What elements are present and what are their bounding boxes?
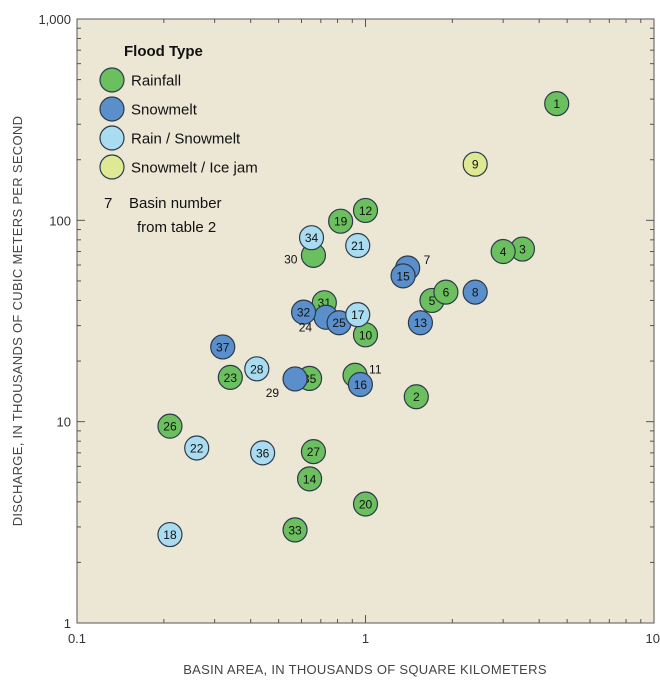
legend-items: Rainfall Snowmelt Rain / Snowmelt Snowmelt …	[99, 67, 258, 180]
marker-22	[184, 435, 210, 461]
marker-outer-label-24: 24	[299, 320, 313, 334]
marker-label-19: 19	[334, 215, 348, 229]
x-axis-title: BASIN AREA, IN THOUSANDS OF SQUARE KILOM…	[183, 662, 547, 677]
legend-note-number: 7	[104, 195, 112, 212]
marker-16	[347, 371, 373, 398]
x-tick-label: 1	[362, 631, 369, 646]
marker-27	[300, 439, 327, 465]
marker-label-32: 32	[297, 306, 311, 320]
marker-label-15: 15	[396, 269, 410, 283]
marker-outer-label-29: 29	[266, 386, 280, 400]
marker-outer-label-11: 11	[369, 362, 382, 376]
x-tick-label: 0.1	[68, 631, 86, 646]
data-markers: 1234561012141920232627313335813151625323…	[157, 91, 570, 548]
y-tick-label: 1,000	[38, 12, 71, 27]
marker-label-6: 6	[443, 286, 450, 300]
marker-label-33: 33	[288, 523, 302, 537]
marker-28	[244, 356, 270, 382]
legend-label: Rainfall	[131, 73, 181, 90]
legend-swatch	[99, 154, 125, 180]
legend-label: Rain / Snowmelt	[131, 131, 241, 148]
marker-outer-label-30: 30	[284, 252, 298, 266]
marker-14	[296, 466, 323, 492]
marker-label-23: 23	[224, 371, 238, 385]
marker-2	[403, 384, 429, 410]
marker-label-37: 37	[216, 340, 230, 354]
marker-label-22: 22	[190, 441, 204, 455]
marker-outer-label-7: 7	[424, 253, 431, 267]
marker-label-14: 14	[303, 472, 317, 486]
marker-label-18: 18	[163, 528, 177, 542]
marker-19	[328, 208, 354, 234]
marker-label-4: 4	[500, 245, 507, 259]
marker-label-9: 9	[472, 158, 479, 172]
marker-9	[462, 151, 488, 177]
legend-note-line-2: from table 2	[137, 219, 216, 236]
legend-note-line-1: Basin number	[129, 195, 222, 212]
y-axis-title: DISCHARGE, IN THOUSANDS OF CUBIC METERS …	[10, 116, 25, 527]
axis-ticks	[76, 19, 654, 624]
marker-label-20: 20	[359, 497, 373, 511]
y-tick-label: 1	[64, 616, 71, 631]
marker-15	[390, 263, 416, 289]
marker-label-13: 13	[414, 316, 428, 330]
outside-number-labels: 11 30 7 24 29	[266, 252, 431, 400]
marker-37	[210, 334, 236, 360]
marker-1	[544, 91, 570, 117]
marker-32	[290, 299, 317, 325]
marker-20	[352, 491, 379, 517]
marker-label-12: 12	[359, 204, 373, 218]
x-tick-label: 10	[646, 631, 660, 646]
legend-swatch	[99, 96, 125, 122]
marker-label-2: 2	[413, 390, 420, 404]
marker-33	[282, 517, 308, 543]
marker-34	[298, 225, 325, 251]
marker-label-27: 27	[307, 445, 321, 459]
legend-swatch	[99, 125, 125, 151]
marker-12	[352, 197, 379, 224]
marker-13	[407, 310, 434, 336]
y-tick-label: 100	[49, 213, 71, 228]
marker-label-28: 28	[250, 362, 264, 376]
marker-17	[345, 302, 371, 328]
marker-label-10: 10	[359, 328, 373, 342]
marker-label-25: 25	[332, 316, 346, 330]
marker-36	[250, 440, 276, 466]
legend-label: Snowmelt / Ice jam	[131, 160, 258, 177]
marker-label-17: 17	[351, 308, 365, 322]
marker-8	[462, 279, 488, 305]
marker-label-5: 5	[429, 294, 436, 308]
legend-swatch	[99, 67, 125, 93]
marker-label-21: 21	[351, 239, 365, 253]
marker-label-34: 34	[305, 231, 319, 245]
marker-label-8: 8	[472, 286, 479, 300]
legend-label: Snowmelt	[131, 102, 198, 119]
marker-18	[157, 521, 183, 548]
y-tick-label: 10	[57, 415, 71, 430]
marker-label-1: 1	[553, 97, 560, 111]
marker-23	[217, 364, 243, 390]
marker-26	[157, 413, 183, 439]
marker-label-16: 16	[354, 378, 368, 392]
marker-label-26: 26	[163, 420, 177, 434]
marker-21	[345, 232, 371, 259]
marker-29	[282, 366, 308, 392]
marker-6	[433, 279, 459, 305]
marker-label-3: 3	[519, 243, 526, 257]
legend: Flood Type Rainfall Snowmelt Rain / Snowme…	[99, 43, 258, 236]
legend-title: Flood Type	[124, 43, 203, 60]
marker-4	[490, 238, 516, 265]
marker-label-36: 36	[256, 446, 270, 460]
